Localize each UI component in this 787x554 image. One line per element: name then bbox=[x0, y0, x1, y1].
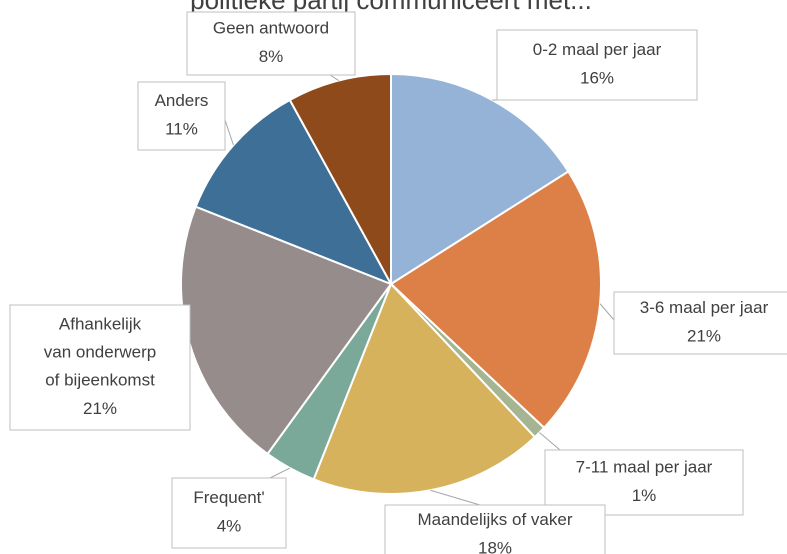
label-box bbox=[171, 477, 287, 549]
pie-slice bbox=[390, 72, 570, 286]
label-box bbox=[496, 29, 698, 101]
category-label: Afhankelijk van onderwerp of bijeenkomst bbox=[44, 315, 156, 390]
chart-title: politieke partij communiceert met... bbox=[190, 0, 592, 15]
value-label: 21% bbox=[687, 326, 721, 345]
category-label: Maandelijks of vaker bbox=[418, 510, 573, 529]
value-label: 21% bbox=[83, 399, 117, 418]
value-label: 8% bbox=[259, 47, 284, 66]
value-label: 16% bbox=[580, 68, 614, 87]
pie-slice bbox=[389, 170, 602, 430]
category-label: 0-2 maal per jaar bbox=[533, 40, 662, 59]
value-label: 11% bbox=[165, 119, 198, 138]
label-box bbox=[137, 81, 226, 151]
value-label: 18% bbox=[478, 538, 512, 554]
leader-line bbox=[329, 74, 340, 82]
leader-line bbox=[269, 467, 291, 479]
label-box bbox=[544, 449, 744, 516]
label-box bbox=[186, 11, 356, 76]
category-label: 3-6 maal per jaar bbox=[640, 298, 769, 317]
leader-line bbox=[430, 489, 481, 506]
pie-slice bbox=[288, 72, 392, 285]
category-label: 7-11 maal per jaar bbox=[576, 458, 713, 477]
category-label: Anders bbox=[155, 91, 209, 110]
label-box bbox=[384, 504, 606, 554]
value-label: 1% bbox=[632, 486, 657, 505]
category-label: Geen antwoord bbox=[213, 19, 329, 38]
slices bbox=[180, 72, 602, 495]
value-label: 4% bbox=[217, 516, 242, 535]
leader-line bbox=[224, 119, 234, 146]
leader-line bbox=[599, 303, 615, 321]
pie-slice bbox=[194, 98, 394, 286]
label-box bbox=[9, 304, 191, 431]
label-box bbox=[613, 291, 787, 355]
category-label: Frequent' bbox=[193, 488, 264, 507]
leader-line bbox=[539, 432, 561, 451]
